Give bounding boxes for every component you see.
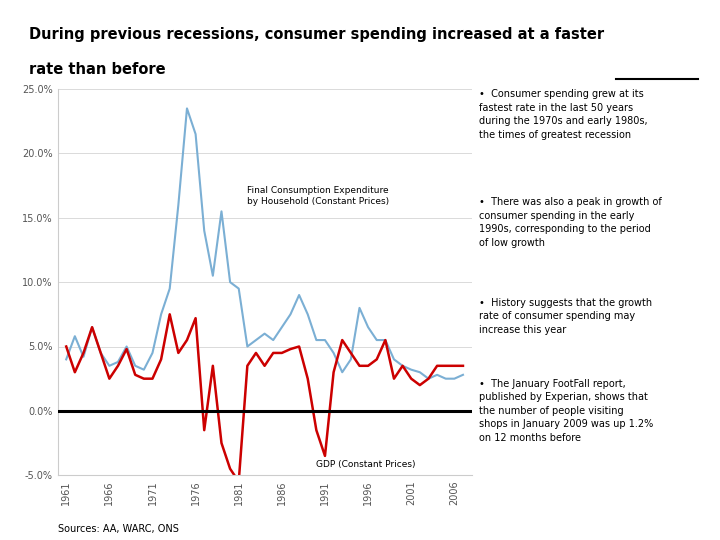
Text: During previous recessions, consumer spending increased at a faster: During previous recessions, consumer spe… (29, 27, 604, 42)
Text: •  History suggests that the growth
rate of consumer spending may
increase this : • History suggests that the growth rate … (479, 298, 652, 335)
Text: Final Consumption Expenditure
by Household (Constant Prices): Final Consumption Expenditure by Househo… (248, 186, 390, 206)
Text: •  The January FootFall report,
published by Experian, shows that
the number of : • The January FootFall report, published… (479, 379, 653, 443)
Text: Sources: AA, WARC, ONS: Sources: AA, WARC, ONS (58, 524, 179, 534)
Text: •  Consumer spending grew at its
fastest rate in the last 50 years
during the 19: • Consumer spending grew at its fastest … (479, 89, 647, 140)
Text: •  There was also a peak in growth of
consumer spending in the early
1990s, corr: • There was also a peak in growth of con… (479, 197, 662, 248)
Text: rate than before: rate than before (29, 62, 166, 77)
Text: GDP (Constant Prices): GDP (Constant Prices) (316, 460, 416, 469)
Text: PPA: PPA (638, 35, 676, 53)
